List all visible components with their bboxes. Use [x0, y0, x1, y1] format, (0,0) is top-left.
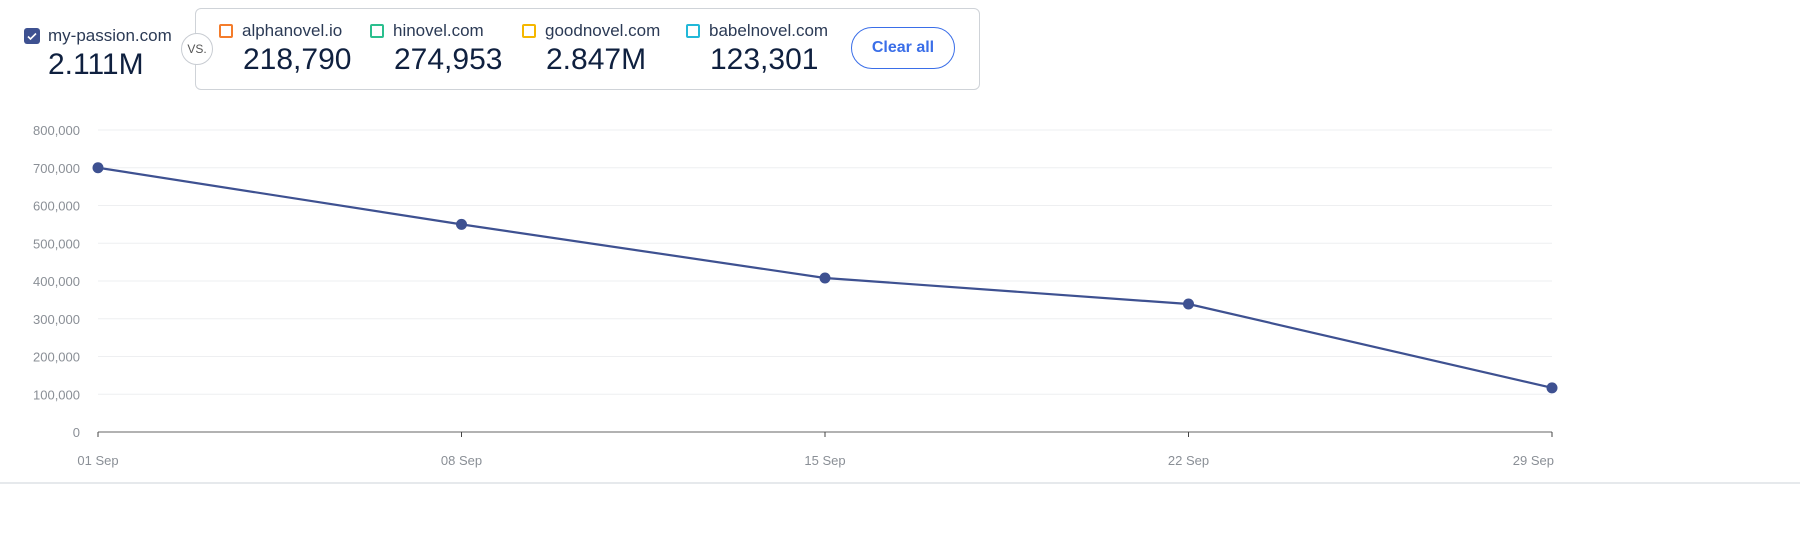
y-tick-label: 500,000: [33, 236, 80, 251]
competitor-name: goodnovel.com: [545, 21, 661, 40]
y-tick-label: 400,000: [33, 274, 80, 289]
vs-badge: VS.: [181, 33, 213, 65]
data-point: [456, 218, 467, 230]
competitor-value: 218,790: [243, 43, 352, 76]
clear-all-button[interactable]: Clear all: [851, 27, 955, 69]
competitor-checkbox[interactable]: [686, 24, 700, 38]
y-tick-label: 300,000: [33, 312, 80, 327]
x-tick-label: 22 Sep: [1168, 453, 1209, 468]
competitor-name: hinovel.com: [393, 21, 484, 40]
x-tick-label: 15 Sep: [804, 453, 845, 468]
y-tick-label: 100,000: [33, 387, 80, 402]
competitor-name: alphanovel.io: [242, 21, 343, 40]
line-chart: 0 100,000 200,000 300,000 400,000 500,000 600,…: [33, 123, 1558, 468]
data-point: [92, 162, 104, 174]
x-tick-label: 08 Sep: [441, 453, 482, 468]
check-icon: [27, 32, 37, 41]
competitor-name: babelnovel.com: [709, 21, 829, 40]
competitor-checkbox[interactable]: [219, 24, 233, 38]
main-site: my-passion.com 2.111M: [24, 26, 172, 82]
competitor-2[interactable]: goodnovel.com 2.847M: [522, 21, 660, 77]
y-tick-label: 200,000: [33, 350, 80, 365]
competitor-value: 274,953: [394, 43, 503, 76]
data-point: [1183, 298, 1194, 310]
competitor-checkbox[interactable]: [370, 24, 384, 38]
data-point: [819, 272, 831, 284]
y-tick-label: 700,000: [33, 161, 80, 176]
data-point: [1546, 382, 1558, 394]
main-site-name: my-passion.com: [48, 26, 172, 45]
y-tick-label: 600,000: [33, 199, 80, 214]
competitor-3[interactable]: babelnovel.com 123,301: [686, 21, 828, 77]
y-tick-label: 0: [73, 425, 80, 440]
x-tick-label: 29 Sep: [1513, 453, 1554, 468]
x-tick-label: 01 Sep: [77, 453, 118, 468]
competitor-checkbox[interactable]: [522, 24, 536, 38]
competitor-1[interactable]: hinovel.com 274,953: [370, 21, 502, 77]
competitor-0[interactable]: alphanovel.io 218,790: [219, 21, 351, 77]
competitor-value: 123,301: [710, 43, 819, 76]
competitors-box: alphanovel.io 218,790 hinovel.com 274,95…: [195, 8, 980, 90]
y-tick-label: 800,000: [33, 123, 80, 138]
divider: [0, 482, 1800, 484]
competitor-value: 2.847M: [546, 43, 647, 76]
main-site-value: 2.111M: [48, 48, 144, 81]
main-site-checkbox[interactable]: [24, 28, 40, 44]
